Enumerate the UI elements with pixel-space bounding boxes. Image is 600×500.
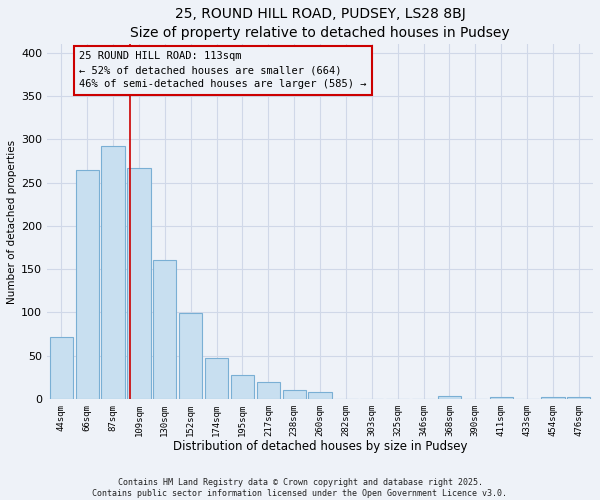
Title: 25, ROUND HILL ROAD, PUDSEY, LS28 8BJ
Size of property relative to detached hous: 25, ROUND HILL ROAD, PUDSEY, LS28 8BJ Si… <box>130 7 510 40</box>
Text: 25 ROUND HILL ROAD: 113sqm
← 52% of detached houses are smaller (664)
46% of sem: 25 ROUND HILL ROAD: 113sqm ← 52% of deta… <box>79 52 367 90</box>
X-axis label: Distribution of detached houses by size in Pudsey: Distribution of detached houses by size … <box>173 440 467 453</box>
Bar <box>490 397 513 399</box>
Bar <box>101 146 125 399</box>
Bar <box>76 170 99 399</box>
Bar <box>283 390 306 399</box>
Bar <box>257 382 280 399</box>
Bar <box>438 396 461 399</box>
Bar <box>153 260 176 399</box>
Bar <box>541 397 565 399</box>
Bar <box>127 168 151 399</box>
Bar <box>308 392 332 399</box>
Text: Contains HM Land Registry data © Crown copyright and database right 2025.
Contai: Contains HM Land Registry data © Crown c… <box>92 478 508 498</box>
Bar <box>567 397 590 399</box>
Bar <box>179 313 202 399</box>
Y-axis label: Number of detached properties: Number of detached properties <box>7 140 17 304</box>
Bar <box>50 336 73 399</box>
Bar <box>231 376 254 399</box>
Bar <box>205 358 228 399</box>
